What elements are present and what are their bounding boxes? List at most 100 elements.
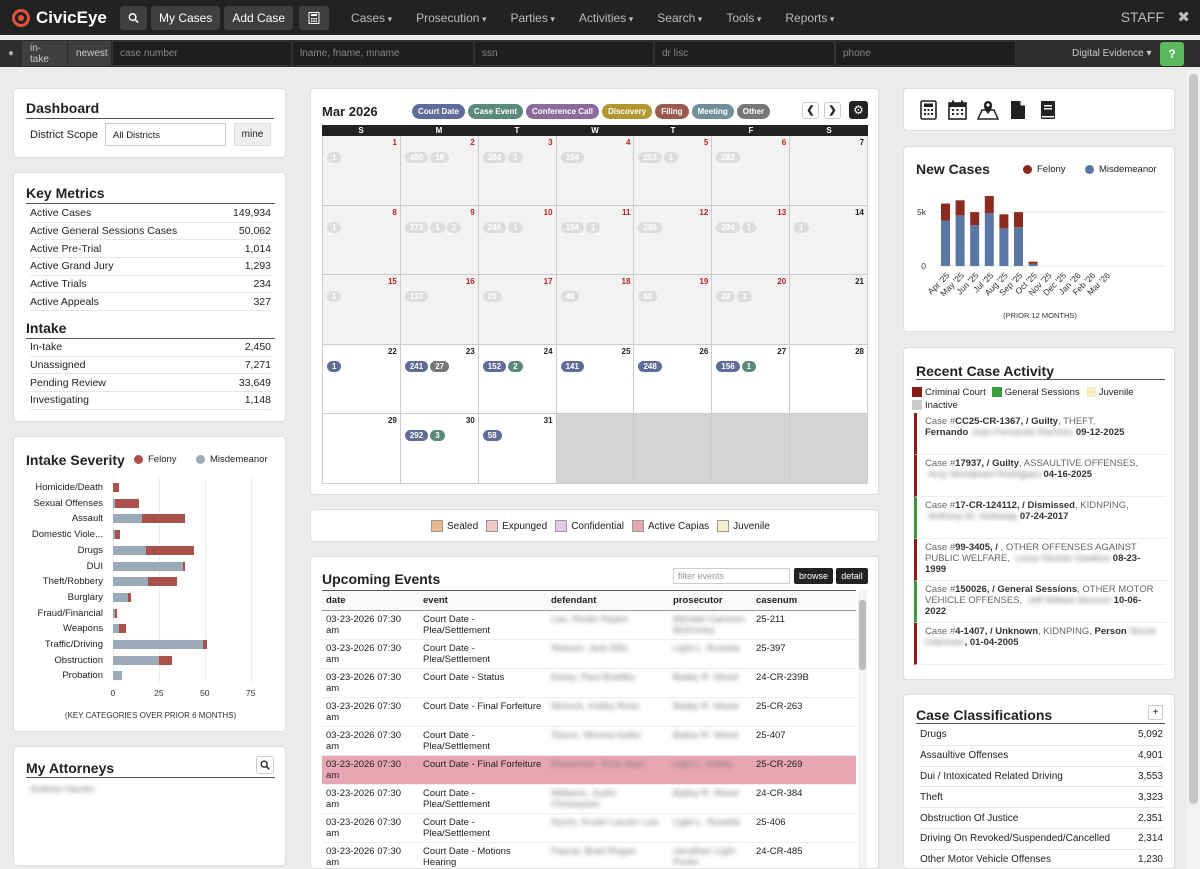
event-count-badge[interactable]: 292 (404, 430, 429, 442)
bar-felony[interactable] (158, 655, 172, 665)
metric-row[interactable]: Pending Review 33,649 (30, 374, 271, 393)
events-scrollbar-thumb[interactable] (859, 600, 866, 670)
calendar-day[interactable]: 7 (790, 136, 869, 206)
next-month-button[interactable]: ❯ (824, 102, 841, 119)
event-row[interactable]: 03-23-2026 07:30 am Court Date - Plea/Set… (322, 813, 856, 843)
event-count-badge[interactable]: 2 (446, 221, 462, 233)
bar-felony[interactable] (114, 608, 117, 618)
calendar-day[interactable]: 23 241 27 (400, 344, 479, 415)
bar-felony[interactable] (142, 514, 185, 524)
event-count-badge[interactable]: 241 (404, 360, 429, 372)
event-count-badge[interactable]: 152 (482, 360, 507, 372)
bar-misdemeanor[interactable] (113, 592, 128, 602)
calendar-day[interactable]: 20 28 1 (712, 275, 791, 345)
event-row[interactable]: 03-23-2026 07:30 am Court Date - Plea/Set… (322, 639, 856, 669)
event-count-badge[interactable]: 28 (716, 291, 736, 303)
ssn-input[interactable]: ssn (474, 41, 654, 66)
calendar-day[interactable]: 13 294 1 (712, 205, 791, 276)
calendar-day[interactable]: 31 58 (478, 414, 557, 484)
calendar-day[interactable]: 12 296 (634, 205, 713, 276)
browse-button[interactable]: browse (794, 568, 833, 584)
calendar-day[interactable]: 2 480 18 (400, 136, 479, 206)
calendar-day[interactable]: 14 1 (790, 205, 869, 276)
event-count-badge[interactable]: 60 (638, 291, 658, 303)
calendar-tag-case-event[interactable]: Case Event (467, 104, 524, 119)
bar-felony[interactable] (147, 577, 178, 587)
event-count-badge[interactable]: 18 (430, 152, 450, 163)
bar-misdemeanor[interactable] (1014, 227, 1023, 266)
column-header-event[interactable]: event (419, 591, 547, 611)
prev-month-button[interactable]: ❮ (802, 102, 819, 119)
calendar-day[interactable]: 5 253 1 (634, 136, 713, 206)
classification-row[interactable]: Theft 3,323 (920, 787, 1163, 809)
calendar-day[interactable]: 22 1 (322, 344, 401, 415)
recent-case-item[interactable]: Case #CC25-CR-1367, / Guilty, THEFT, Fer… (914, 413, 1166, 455)
calculator-button[interactable] (299, 5, 330, 30)
bar-felony[interactable] (970, 212, 980, 226)
page-scrollbar-thumb[interactable] (1189, 74, 1198, 804)
event-count-badge[interactable]: 156 (716, 360, 740, 372)
document-icon[interactable] (1010, 100, 1026, 120)
event-count-badge[interactable]: 1 (508, 221, 523, 233)
calendar-icon[interactable] (948, 100, 967, 120)
menu-tools[interactable]: Tools (726, 11, 761, 25)
event-count-badge[interactable]: 246 (482, 221, 507, 233)
column-header-prosecutor[interactable]: prosecutor (669, 591, 752, 611)
bar-misdemeanor[interactable] (113, 608, 115, 618)
bar-felony[interactable] (941, 203, 950, 221)
calendar-day[interactable]: 3 304 1 (478, 136, 557, 206)
case-number-input[interactable]: case number (112, 41, 292, 66)
calendar-day[interactable]: 9 273 1 2 (400, 205, 479, 276)
column-header-casenum[interactable]: casenum (752, 591, 856, 611)
bar-felony[interactable] (999, 214, 1009, 229)
metric-row[interactable]: Active Grand Jury 1,293 (30, 258, 271, 276)
calendar-day[interactable]: 30 292 3 (400, 414, 479, 484)
district-scope-select[interactable]: All Districts (105, 123, 226, 146)
bar-felony[interactable] (113, 483, 119, 492)
bar-felony[interactable] (118, 624, 126, 634)
metric-row[interactable]: Investigating 1,148 (30, 392, 271, 410)
bar-misdemeanor[interactable] (113, 577, 148, 587)
event-count-badge[interactable]: 58 (482, 430, 502, 442)
newest-toggle[interactable]: newest (68, 41, 111, 66)
calendar-day[interactable]: 17 20 (478, 275, 557, 345)
event-count-badge[interactable]: 1 (327, 360, 342, 372)
event-row[interactable]: 03-23-2026 07:30 am Court Date - Motions … (322, 842, 856, 868)
mine-button[interactable]: mine (234, 123, 271, 146)
calendar-day[interactable]: 16 137 (400, 275, 479, 345)
event-row[interactable]: 03-23-2026 07:30 am Court Date - Final Fo… (322, 697, 856, 727)
recent-case-item[interactable]: Case #17-CR-124112, / Dismissed, KIDNPIN… (914, 497, 1166, 539)
metric-row[interactable]: Active Trials 234 (30, 276, 271, 294)
event-count-badge[interactable]: 20 (482, 291, 502, 303)
event-count-badge[interactable]: 1 (741, 360, 757, 372)
menu-search[interactable]: Search (657, 11, 702, 25)
menu-prosecution[interactable]: Prosecution (416, 11, 486, 25)
calendar-day[interactable]: 11 154 1 (556, 205, 635, 276)
event-count-badge[interactable]: 154 (560, 221, 584, 233)
event-count-badge[interactable]: 273 (404, 221, 429, 233)
calendar-day[interactable]: 10 246 1 (478, 205, 557, 276)
calendar-tag-meeting[interactable]: Meeting (691, 104, 734, 119)
attorney-entry[interactable]: Andrew Hamlin (30, 784, 95, 795)
bar-felony[interactable] (1028, 261, 1038, 264)
calendar-day[interactable]: 19 60 (634, 275, 713, 345)
metric-row[interactable]: In-take 2,450 (30, 339, 271, 357)
menu-reports[interactable]: Reports (785, 11, 834, 25)
event-count-badge[interactable]: 480 (404, 152, 429, 163)
bar-felony[interactable] (955, 200, 965, 216)
calendar-day[interactable]: 29 (322, 414, 401, 484)
event-count-badge[interactable]: 1 (508, 152, 523, 163)
metric-row[interactable]: Unassigned 7,271 (30, 357, 271, 375)
event-count-badge[interactable]: 1 (663, 152, 679, 163)
filter-events-input[interactable]: filter events (673, 568, 790, 584)
classification-row[interactable]: Other Motor Vehicle Offenses 1,230 (920, 850, 1163, 869)
bar-misdemeanor[interactable] (970, 225, 980, 266)
intake-toggle[interactable]: in-take (22, 41, 67, 66)
bar-misdemeanor[interactable] (113, 640, 203, 649)
event-count-badge[interactable]: 1 (430, 221, 445, 233)
calendar-day[interactable]: 6 282 (712, 136, 791, 206)
menu-cases[interactable]: Cases (351, 11, 392, 25)
event-row[interactable]: 03-23-2026 07:30 am Court Date - Status Ke… (322, 668, 856, 698)
event-count-badge[interactable]: 248 (638, 360, 662, 372)
help-button[interactable]: ? (1160, 42, 1184, 66)
